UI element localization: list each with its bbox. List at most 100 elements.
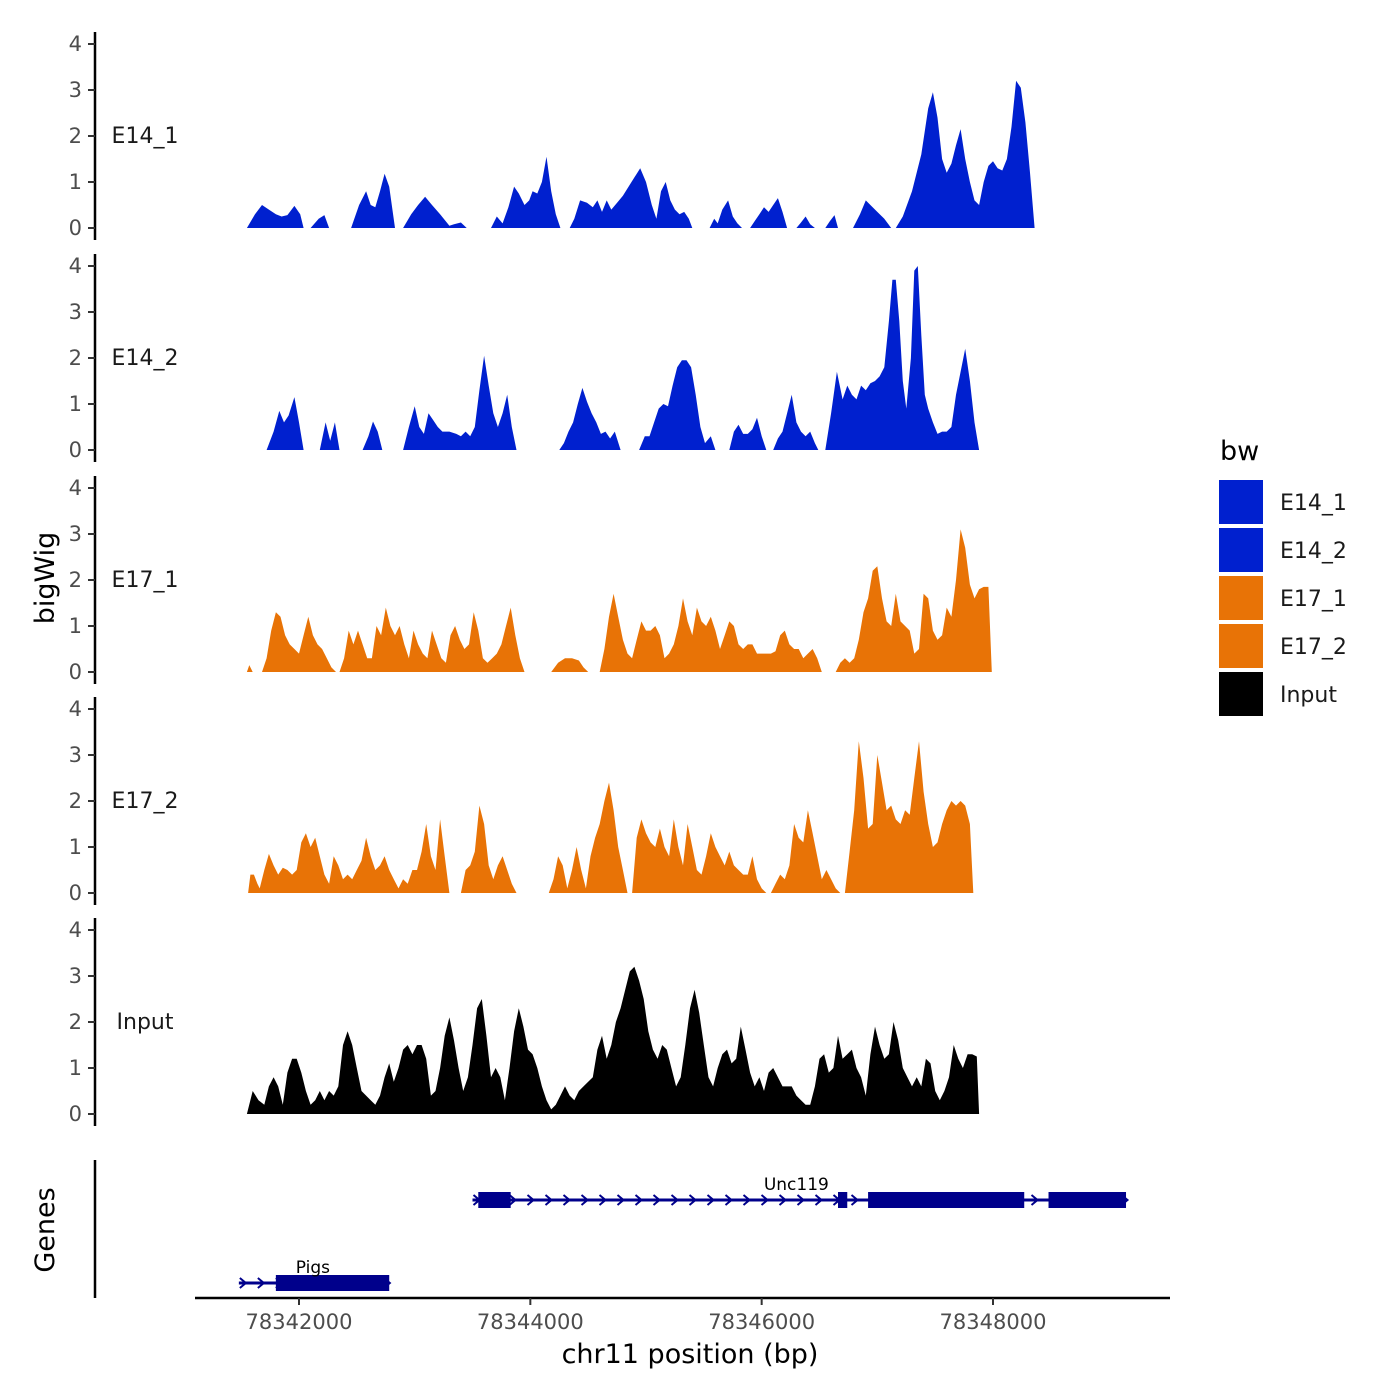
strand-arrow [508, 1194, 518, 1206]
legend-swatch-e14_2 [1219, 528, 1263, 572]
y-tick-label: 1 [69, 1056, 82, 1080]
coverage-area-e17_1 [551, 658, 589, 672]
y-tick-label: 4 [69, 32, 82, 56]
x-axis-title: chr11 position (bp) [562, 1339, 819, 1370]
strand-arrow [814, 1194, 824, 1206]
x-tick-label: 78344000 [477, 1310, 584, 1334]
strand-arrow [257, 1277, 266, 1289]
legend-swatch-e17_1 [1219, 576, 1263, 620]
y-tick-label: 2 [69, 346, 82, 370]
track-label: Input [117, 1010, 174, 1035]
strand-arrow [760, 1194, 770, 1206]
y-tick-label: 2 [69, 568, 82, 592]
y-tick-label: 0 [69, 216, 82, 240]
coverage-area-e14_1 [709, 200, 742, 228]
y-tick-label: 4 [69, 918, 82, 942]
y-tick-label: 3 [69, 300, 82, 324]
strand-arrow [670, 1194, 680, 1206]
y-tick-label: 4 [69, 254, 82, 278]
coverage-area-e17_1 [246, 665, 253, 672]
x-axis: 78342000 78344000 78346000 78348000 [195, 1296, 1170, 1334]
coverage-area-e14_1 [825, 215, 838, 228]
coverage-area-e14_1 [750, 198, 788, 228]
coverage-area-input [246, 966, 980, 1114]
coverage-area-e14_2 [403, 355, 517, 450]
gene-exon [838, 1192, 848, 1208]
y-tick-label: 1 [69, 392, 82, 416]
track-label: E17_2 [112, 789, 179, 814]
coverage-area-e14_1 [246, 205, 304, 228]
coverage-area-e14_2 [319, 422, 340, 450]
track-e14_2: 0 1 2 3 4 E14_2 [69, 254, 980, 462]
strand-arrow [778, 1194, 788, 1206]
coverage-area-e17_1 [599, 593, 822, 672]
y-axis-title: bigWig [30, 532, 61, 625]
strand-arrow [239, 1277, 248, 1289]
coverage-area-e14_1 [403, 196, 467, 228]
coverage-area-e14_2 [362, 421, 383, 450]
strand-arrow [850, 1194, 860, 1206]
strand-arrow [706, 1194, 716, 1206]
strand-arrow [634, 1194, 644, 1206]
x-tick-label: 78348000 [940, 1310, 1047, 1334]
y-tick-label: 0 [69, 881, 82, 905]
track-label: E14_1 [112, 124, 179, 149]
y-tick-label: 0 [69, 438, 82, 462]
x-tick-label: 78346000 [708, 1310, 815, 1334]
legend-swatch-e17_2 [1219, 624, 1263, 668]
strand-arrow [580, 1194, 590, 1206]
legend-label: Input [1280, 683, 1337, 708]
coverage-area-e17_2 [844, 741, 974, 893]
coverage-area-e14_1 [796, 216, 815, 228]
gene-unc119: Unc119 [472, 1175, 1130, 1208]
legend-swatch-e14_1 [1219, 480, 1263, 524]
coverage-area-e17_1 [262, 612, 336, 672]
strand-arrow [526, 1194, 536, 1206]
coverage-area-e14_1 [853, 200, 892, 228]
coverage-area-e14_2 [729, 417, 767, 450]
gene-label: Pigs [296, 1258, 330, 1278]
strand-arrow [616, 1194, 626, 1206]
strand-arrow [652, 1194, 662, 1206]
gene-label: Unc119 [764, 1175, 829, 1195]
strand-arrow [796, 1194, 806, 1206]
y-tick-label: 1 [69, 614, 82, 638]
gene-exon [1048, 1192, 1127, 1208]
coverage-area-e14_1 [569, 168, 693, 228]
coverage-area-e14_2 [825, 266, 980, 450]
legend-label: E14_2 [1280, 539, 1347, 564]
coverage-area-e17_1 [339, 607, 525, 672]
strand-arrow [742, 1194, 752, 1206]
coverage-area-e14_1 [351, 173, 395, 228]
y-tick-label: 2 [69, 1010, 82, 1034]
legend-label: E17_2 [1280, 635, 1347, 660]
strand-arrow [598, 1194, 608, 1206]
y-tick-label: 1 [69, 835, 82, 859]
y-tick-label: 0 [69, 660, 82, 684]
coverage-area-e17_2 [548, 782, 628, 893]
coverage-area-e14_1 [895, 80, 1035, 228]
coverage-area-e14_2 [639, 360, 716, 450]
coverage-area-e17_1 [835, 529, 992, 672]
legend-label: E17_1 [1280, 587, 1347, 612]
y-tick-label: 0 [69, 1102, 82, 1126]
strand-arrow [1030, 1194, 1040, 1206]
coverage-tracks: 0 1 2 3 4 E14_1 0 1 2 3 4 E14_2 0 1 2 3 4 E17_1 0 1 2 3 4 E17_2… [69, 32, 1035, 1126]
strand-arrow [562, 1194, 572, 1206]
coverage-area-e14_2 [773, 394, 819, 450]
gene-exon [275, 1275, 390, 1291]
track-e17_1: 0 1 2 3 4 E17_1 [69, 476, 992, 684]
genes-axis-title: Genes [30, 1187, 61, 1272]
legend-title: bw [1220, 436, 1259, 467]
legend: bw E14_1 E14_2 E17_1 E17_2 Input [1219, 436, 1347, 716]
gene-pigs: Pigs [238, 1258, 392, 1291]
y-tick-label: 3 [69, 78, 82, 102]
y-tick-label: 4 [69, 476, 82, 500]
coverage-area-e17_2 [460, 805, 517, 893]
y-tick-label: 3 [69, 743, 82, 767]
track-input: 0 1 2 3 4 Input [69, 918, 980, 1126]
coverage-area-e17_2 [770, 810, 841, 893]
coverage-area-e14_2 [559, 387, 621, 450]
genes-panel: Unc119 Pigs [93, 1160, 1130, 1298]
